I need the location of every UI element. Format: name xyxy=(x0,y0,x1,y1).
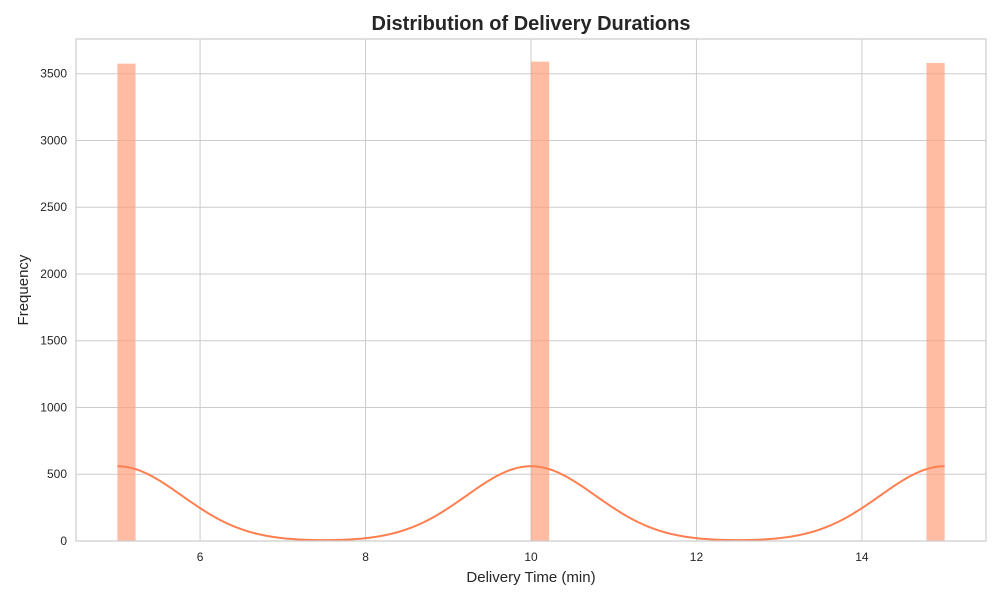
kde-layer xyxy=(117,465,945,542)
y-axis-ticks: 0 500 1000 1500 2000 2500 3000 3500 xyxy=(40,67,67,548)
kde-curve xyxy=(117,465,945,542)
y-tick-label: 2000 xyxy=(40,267,67,281)
x-tick-label: 10 xyxy=(524,550,538,564)
x-tick-label: 6 xyxy=(197,550,204,564)
y-tick-label: 2500 xyxy=(40,200,67,214)
x-tick-label: 14 xyxy=(855,550,869,564)
histogram-bar xyxy=(117,63,136,542)
x-axis-ticks: 6 8 10 12 14 xyxy=(197,550,869,564)
y-tick-label: 1500 xyxy=(40,334,67,348)
y-tick-label: 3500 xyxy=(40,67,67,81)
x-tick-label: 8 xyxy=(362,550,369,564)
y-axis-label: Frequency xyxy=(15,254,32,325)
x-axis-label: Delivery Time (min) xyxy=(466,569,595,586)
histogram-bar xyxy=(531,61,550,541)
chart-title: Distribution of Delivery Durations xyxy=(372,13,691,35)
y-tick-label: 0 xyxy=(60,534,67,548)
y-tick-label: 1000 xyxy=(40,400,67,414)
y-tick-label: 3000 xyxy=(40,133,67,147)
x-tick-label: 12 xyxy=(690,550,704,564)
y-tick-label: 500 xyxy=(47,467,67,481)
histogram-bar xyxy=(926,63,945,541)
bar-layer xyxy=(117,61,945,542)
plot-frame xyxy=(75,38,987,542)
